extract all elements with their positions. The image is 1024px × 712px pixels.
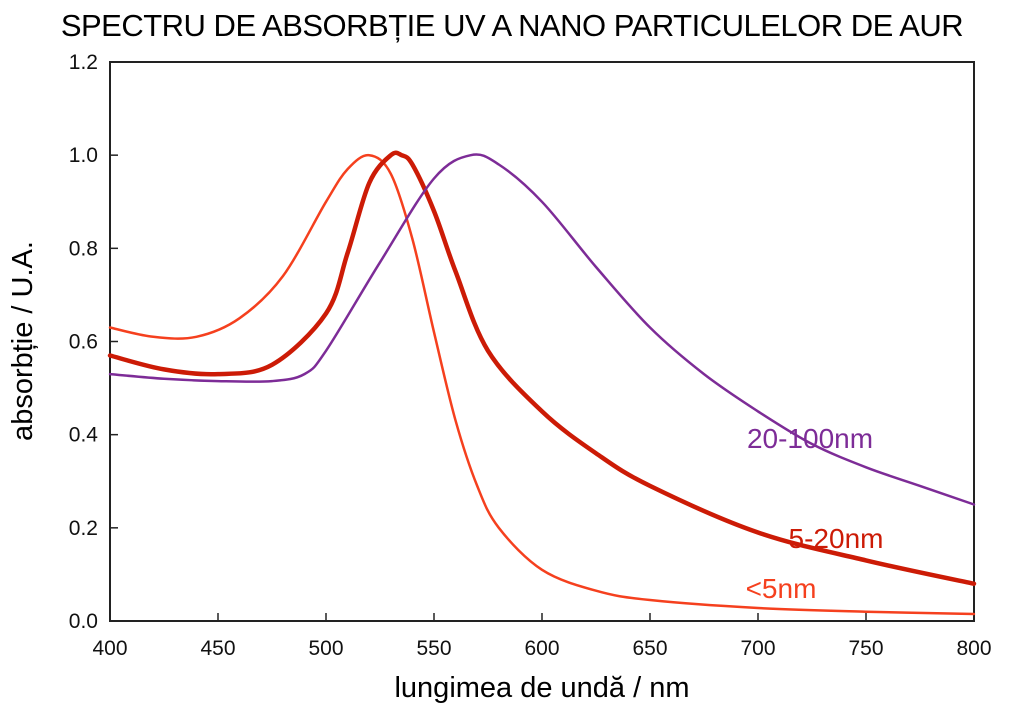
y-tick-label: 0.6 [69,331,98,354]
x-tick-label: 600 [524,637,559,660]
x-tick-label: 650 [632,637,667,660]
series-label: 5-20nm [789,523,884,554]
y-tick-label: 0.4 [69,424,99,447]
x-axis-label: lungimea de undă / nm [394,672,689,704]
series-lines [107,150,977,616]
x-tick-label: 800 [956,637,991,660]
y-tick-label: 1.0 [69,144,98,167]
x-tick-label: 750 [848,637,883,660]
series-line [108,153,976,616]
axis-ticks: 400 450 500 550 600 650 700 750 800 0.0 0.2 0.4 0.6 0… [69,51,992,660]
y-tick-label: 0.8 [69,237,98,260]
y-tick-label: 1.2 [69,51,98,74]
series-labels: <5nm 5-20nm 20-100nm [746,423,884,604]
x-tick-label: 400 [92,637,127,660]
series-line [107,150,977,586]
y-tick-label: 0.0 [69,610,98,633]
x-tick-label: 500 [308,637,343,660]
y-tick-label: 0.2 [69,517,98,540]
x-tick-label: 550 [416,637,451,660]
y-axis-label: absorbție / U.A. [7,241,39,441]
series-label: <5nm [746,573,817,604]
x-tick-label: 700 [740,637,775,660]
series-label: 20-100nm [747,423,873,454]
chart-title: SPECTRU DE ABSORBȚIE UV A NANO PARTICULE… [60,8,964,43]
series-line [108,153,976,506]
x-tick-label: 450 [200,637,235,660]
